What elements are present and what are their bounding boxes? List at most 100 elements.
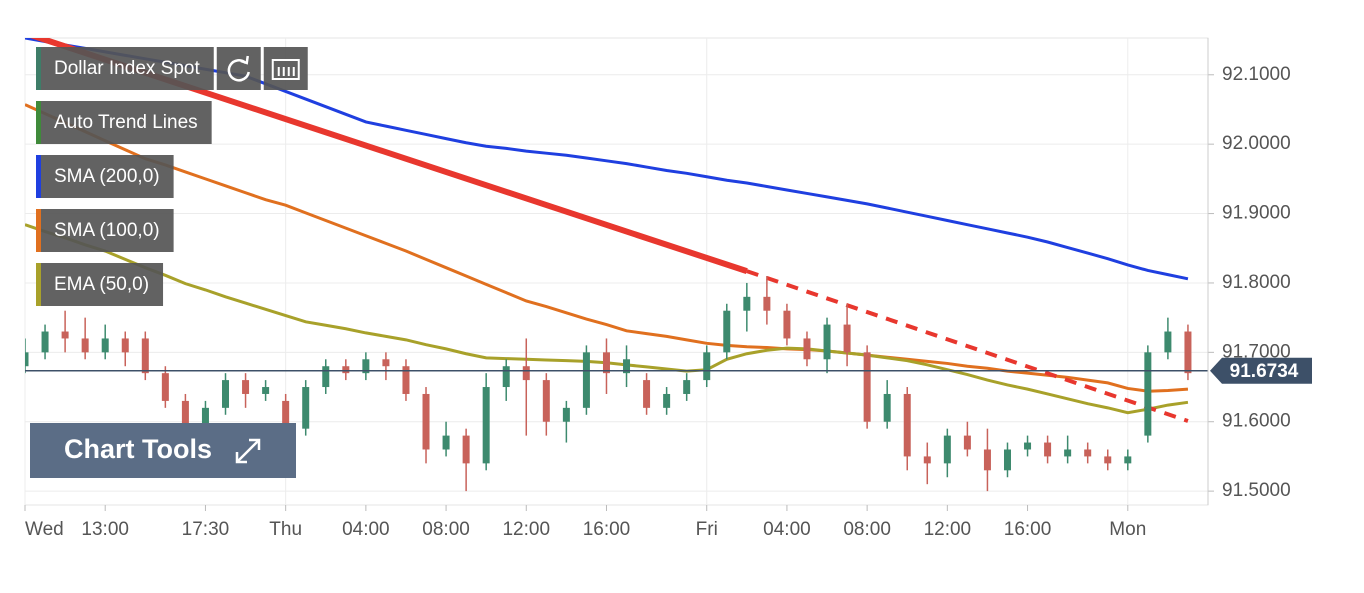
x-tick-label: 12:00 — [502, 519, 550, 540]
y-tick-label: 92.1000 — [1222, 64, 1291, 85]
candle-body — [602, 352, 610, 374]
legend-item[interactable]: Dollar Index Spot — [36, 47, 214, 90]
candle-body — [723, 310, 731, 353]
candle-body — [743, 296, 751, 311]
y-tick-label: 91.5000 — [1222, 480, 1291, 501]
expand-icon — [235, 438, 261, 464]
candle-body — [1044, 442, 1052, 457]
x-tick-label: 13:00 — [81, 519, 129, 540]
x-tick-label: 08:00 — [422, 519, 470, 540]
calendar-button[interactable] — [263, 47, 308, 90]
candle-body — [1124, 456, 1132, 464]
candle-body — [462, 435, 470, 464]
y-tick-label: 91.8000 — [1222, 272, 1291, 293]
legend-box — [36, 209, 174, 252]
candle-body — [25, 352, 29, 367]
candle-body — [101, 338, 109, 353]
chart-tools-bg — [30, 423, 296, 478]
candle-body — [783, 310, 791, 339]
indicator-line — [25, 103, 1189, 393]
candle-body — [502, 366, 510, 388]
legend-item[interactable]: EMA (50,0) — [36, 263, 164, 306]
legend-marker — [36, 101, 41, 144]
legend-label: SMA (100,0) — [54, 220, 160, 241]
candle-body — [1104, 456, 1112, 464]
legend-label: Auto Trend Lines — [54, 112, 198, 133]
x-tick-label: 16:00 — [583, 519, 631, 540]
legend-item[interactable]: SMA (200,0) — [36, 155, 174, 198]
candle-body — [262, 387, 270, 394]
candle-body — [201, 407, 209, 429]
candle-body — [402, 366, 410, 394]
candle-body — [562, 407, 570, 422]
candle-body — [1164, 331, 1172, 353]
candle-body — [482, 387, 490, 464]
candle-body — [181, 400, 189, 429]
button-bg — [263, 47, 308, 90]
calendar-icon — [271, 59, 300, 80]
candle-body — [683, 380, 691, 394]
candle-body — [362, 359, 370, 374]
candle-body — [81, 338, 89, 353]
legend-label: Dollar Index Spot — [54, 58, 200, 79]
legend-marker — [36, 263, 41, 306]
legend-marker — [36, 209, 41, 252]
trend-line-dashed — [746, 269, 1189, 423]
y-tick-label: 92.0000 — [1222, 133, 1291, 154]
legend-marker — [36, 155, 41, 198]
candle-body — [843, 324, 851, 353]
candle-body — [623, 359, 631, 374]
candle-body — [983, 449, 991, 471]
candle-body — [282, 400, 290, 429]
candle-body — [342, 366, 350, 374]
x-tick-label: 08:00 — [843, 519, 891, 540]
button-bg — [216, 47, 261, 90]
x-tick-label: 17:30 — [182, 519, 230, 540]
legend-item[interactable]: SMA (100,0) — [36, 209, 174, 252]
x-tick-label: Thu — [269, 519, 302, 540]
candle-body — [1064, 449, 1072, 457]
refresh-button[interactable] — [216, 47, 261, 90]
last-price-tag — [1210, 357, 1312, 384]
x-tick-label: 04:00 — [342, 519, 390, 540]
candle-body — [41, 331, 49, 353]
refresh-arrow — [240, 55, 249, 65]
candle-body — [1144, 352, 1152, 436]
candle-body — [302, 387, 310, 429]
legend-label: EMA (50,0) — [54, 274, 149, 295]
candle-body — [923, 456, 931, 464]
chart-tools-button[interactable]: Chart Tools — [30, 423, 296, 478]
candle-body — [823, 324, 831, 360]
y-tick-label: 91.7000 — [1222, 341, 1291, 362]
legend-box — [36, 47, 214, 90]
candle-body — [222, 380, 230, 408]
legend-box — [36, 155, 174, 198]
legend-marker — [36, 47, 41, 90]
candle-body — [803, 338, 811, 360]
candle-body — [141, 338, 149, 374]
y-tick-label: 91.9000 — [1222, 203, 1291, 224]
candle-body — [763, 296, 771, 311]
candle-body — [1003, 449, 1011, 471]
candle-body — [703, 352, 711, 381]
x-tick-label: 16:00 — [1004, 519, 1052, 540]
candle-body — [1024, 442, 1032, 450]
chart-tools-label: Chart Tools — [64, 434, 212, 464]
legend-label: SMA (200,0) — [54, 166, 160, 187]
last-price-label: 91.6734 — [1230, 361, 1299, 382]
refresh-icon — [227, 59, 250, 82]
legend-box — [36, 263, 164, 306]
candle-body — [883, 393, 891, 422]
candle-body — [963, 435, 971, 450]
candle-body — [903, 393, 911, 457]
candle-body — [382, 359, 390, 367]
candle-body — [442, 435, 450, 450]
candle-body — [663, 393, 671, 408]
candle-body — [863, 352, 871, 422]
candle-body — [522, 366, 530, 381]
x-tick-label: Fri — [696, 519, 718, 540]
legend-item[interactable]: Auto Trend Lines — [36, 101, 212, 144]
legend-box — [36, 101, 212, 144]
candle-body — [322, 366, 330, 388]
